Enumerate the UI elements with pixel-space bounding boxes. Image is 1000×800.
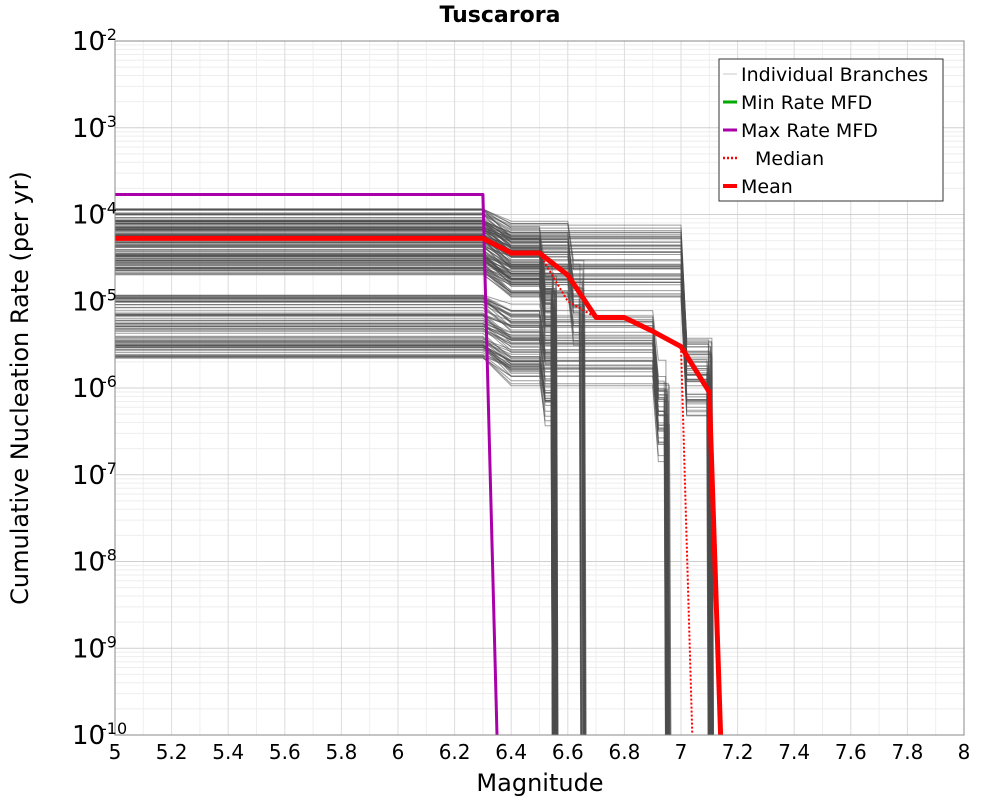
branch-line (115, 355, 671, 736)
branch-line (115, 226, 713, 736)
x-tick-label: 7.8 (891, 740, 923, 764)
max-rate-mfd-line (115, 193, 499, 736)
legend: Individual Branches Min Rate MFD Max Rate … (718, 58, 944, 202)
branch-line (115, 340, 556, 736)
y-tick-exponent: -9 (101, 632, 117, 651)
y-tick-label: 10 (72, 201, 105, 231)
x-tick-label: 7.4 (778, 740, 810, 764)
x-tick-label: 7.6 (835, 740, 867, 764)
individual-branches (115, 208, 714, 736)
chart-title: Tuscarora (440, 3, 561, 28)
x-tick-label: 7.2 (722, 740, 754, 764)
x-tick-label: 6.4 (495, 740, 527, 764)
x-tick-label: 8 (958, 740, 971, 764)
x-tick-label: 5.6 (269, 740, 301, 764)
legend-label: Mean (741, 176, 793, 198)
y-tick-exponent: -8 (101, 546, 117, 565)
branch-line (115, 345, 672, 736)
branch-line (115, 343, 557, 736)
y-tick-label: 10 (72, 287, 105, 317)
y-tick-exponent: -5 (101, 285, 117, 304)
y-tick-label: 10 (72, 461, 105, 491)
branch-line (115, 312, 557, 736)
branch-line (115, 304, 670, 736)
branch-line (115, 357, 553, 736)
branch-line (115, 314, 671, 736)
y-tick-label: 10 (72, 548, 105, 578)
x-tick-label: 6.8 (608, 740, 640, 764)
y-tick-label: 10 (72, 634, 105, 664)
branch-line (115, 227, 711, 736)
branch-line (115, 315, 669, 736)
legend-label: Min Rate MFD (741, 92, 872, 114)
x-tick-label: 5.4 (212, 740, 244, 764)
branch-line (115, 329, 666, 736)
branch-line (115, 298, 667, 736)
y-tick-exponent: -3 (101, 112, 117, 131)
branch-line (115, 346, 671, 736)
y-tick-exponent: -4 (101, 199, 117, 218)
x-tick-label: 6 (392, 740, 405, 764)
branch-line (115, 208, 555, 736)
mean-line (115, 235, 724, 736)
x-tick-label: 5 (109, 740, 122, 764)
x-tick-label: 6.2 (439, 740, 471, 764)
branch-line (115, 356, 667, 736)
branch-line (115, 350, 668, 736)
y-tick-label: 10 (72, 721, 105, 751)
branch-line (115, 263, 711, 736)
branch-line (115, 255, 714, 736)
x-tick-label: 6.6 (552, 740, 584, 764)
legend-label: Max Rate MFD (741, 120, 878, 142)
legend-label: Median (755, 148, 824, 170)
branch-line (115, 295, 671, 736)
y-axis-label: Cumulative Nucleation Rate (per yr) (6, 171, 34, 605)
branch-line (115, 237, 711, 736)
legend-label: Individual Branches (741, 64, 928, 86)
y-tick-label: 10 (72, 374, 105, 404)
plot-frame (114, 40, 965, 736)
x-tick-label: 5.2 (156, 740, 188, 764)
branch-line (115, 301, 672, 736)
branch-line (115, 315, 557, 736)
y-tick-exponent: -7 (101, 459, 117, 478)
x-tick-labels: 5 5.2 5.4 5.6 5.8 6 6.2 6.4 6.6 6.8 7 7.2 7.4 7.6 7.8 8 (109, 740, 971, 764)
y-tick-label: 10 (72, 114, 105, 144)
branch-line (115, 322, 558, 736)
branch-line (115, 314, 671, 736)
y-tick-exponent: -2 (101, 25, 117, 44)
branch-line (115, 332, 557, 736)
branch-line (115, 208, 586, 736)
summary-series (115, 193, 724, 736)
x-tick-label: 5.8 (325, 740, 357, 764)
x-axis-label: Magnitude (476, 769, 603, 797)
branch-line (115, 313, 557, 736)
branch-line (115, 340, 557, 736)
legend-box (718, 58, 944, 202)
y-tick-label: 10 (72, 27, 105, 57)
x-tick-label: 7 (675, 740, 688, 764)
y-tick-exponent: -10 (101, 719, 127, 738)
y-tick-exponent: -6 (101, 372, 117, 391)
